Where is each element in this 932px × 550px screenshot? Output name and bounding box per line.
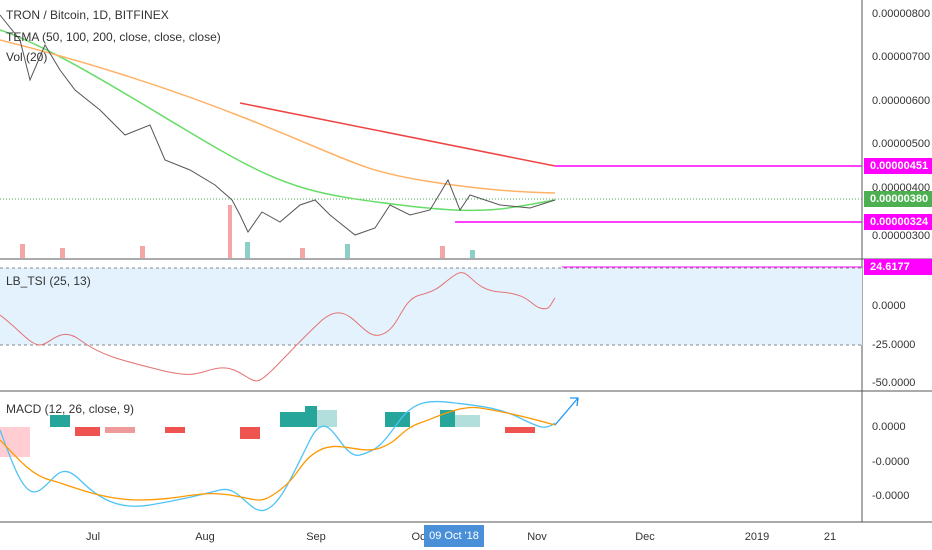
tsi-label: -25.0000 (872, 339, 915, 351)
macd-title: MACD (12, 26, close, 9) (6, 402, 134, 416)
trend-arrow (554, 397, 579, 426)
macd-label: 0.0000 (872, 421, 906, 433)
macd-line (0, 400, 556, 512)
tsi-tag: 24.6177 (870, 261, 910, 273)
tema-100 (0, 39, 556, 194)
price-tag-bg (864, 214, 932, 230)
tsi-tag-bg (864, 259, 932, 275)
tsi-label: -50.0000 (872, 377, 915, 389)
time-label: Sep (306, 531, 326, 543)
price-label: 0.00000600 (872, 95, 930, 107)
time-label: Dec (635, 531, 655, 543)
tsi-band (0, 268, 862, 345)
price-label: 0.00000500 (872, 138, 930, 150)
tsi-label: 0.0000 (872, 300, 906, 312)
price-label: 0.00000300 (872, 230, 930, 242)
indicator-legend: Vol (20) (6, 50, 47, 64)
price-tag-bg (864, 158, 932, 174)
tema-50 (0, 29, 556, 212)
time-label: Nov (527, 531, 547, 543)
price-candles (0, 14, 556, 236)
volume (20, 205, 475, 258)
signal-line (0, 406, 556, 501)
macd-label: -0.0000 (872, 456, 909, 468)
time-label: Aug (195, 531, 215, 543)
price-tag: 0.00000380 (870, 193, 928, 205)
tema-200 (239, 102, 556, 167)
tsi-title: LB_TSI (25, 13) (6, 274, 91, 288)
time-label: 2019 (745, 531, 769, 543)
price-label: 0.00000700 (872, 51, 930, 63)
time-label: Jul (86, 531, 100, 543)
tsi-line (0, 272, 556, 382)
price-label: 0.00000400 (872, 182, 930, 194)
macd-label: -0.0000 (872, 490, 909, 502)
indicator-legend: TEMA (50, 100, 200, close, close, close) (6, 30, 221, 44)
price-tag-bg (864, 191, 932, 207)
price-tag: 0.00000324 (870, 216, 929, 228)
crosshair-label-bg (424, 525, 484, 547)
price-label: 0.00000800 (872, 8, 930, 20)
price-tag: 0.00000451 (870, 160, 928, 172)
time-label: 21 (824, 531, 836, 543)
chart-title: TRON / Bitcoin, 1D, BITFINEX (6, 8, 169, 22)
crosshair-label: 09 Oct '18 (429, 530, 479, 542)
